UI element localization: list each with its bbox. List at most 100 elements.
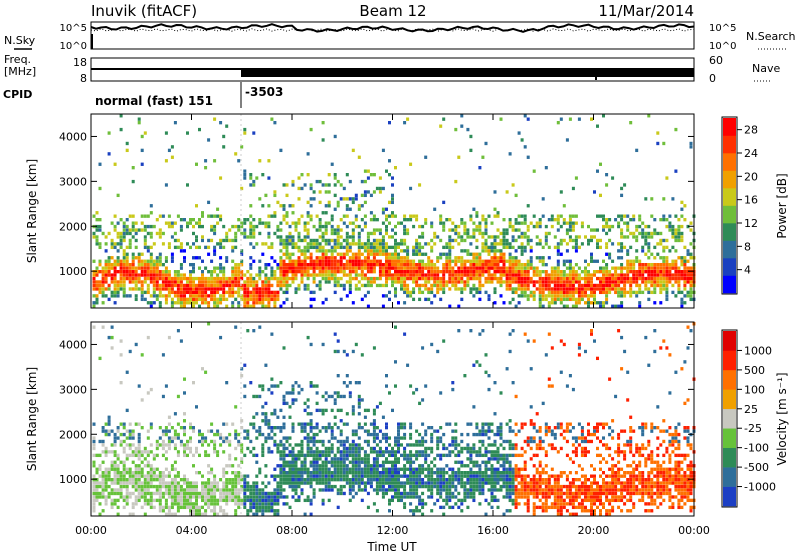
velocity-cell bbox=[354, 342, 358, 347]
velocity-cell bbox=[149, 498, 153, 503]
power-cell bbox=[508, 270, 512, 274]
power-cell bbox=[493, 287, 497, 291]
velocity-cell bbox=[183, 488, 186, 492]
power-cell bbox=[146, 231, 150, 236]
power-cell bbox=[454, 273, 458, 277]
power-cell bbox=[550, 287, 554, 291]
power-cell bbox=[345, 259, 349, 263]
power-cell bbox=[270, 245, 274, 250]
power-cell bbox=[113, 287, 117, 291]
power-cell bbox=[593, 273, 596, 277]
velocity-cell bbox=[288, 474, 292, 478]
power-cell bbox=[339, 270, 343, 274]
power-cell bbox=[240, 294, 244, 298]
velocity-cell bbox=[131, 450, 135, 454]
velocity-cell bbox=[125, 495, 129, 499]
power-cell bbox=[632, 266, 636, 270]
power-cell bbox=[436, 276, 440, 281]
power-cell bbox=[427, 290, 431, 295]
velocity-cell bbox=[131, 460, 135, 464]
power-cell bbox=[565, 280, 569, 284]
velocity-cell bbox=[282, 422, 286, 426]
power-cell bbox=[116, 283, 120, 288]
power-cell bbox=[306, 228, 310, 232]
power-cell bbox=[680, 273, 684, 277]
power-cell bbox=[225, 283, 229, 288]
velocity-cell bbox=[427, 474, 431, 478]
velocity-cell bbox=[167, 484, 171, 489]
velocity-cell bbox=[363, 460, 367, 464]
velocity-cell bbox=[237, 488, 241, 492]
power-cell bbox=[149, 259, 153, 263]
power-cell bbox=[327, 242, 331, 246]
power-cell bbox=[146, 266, 150, 270]
velocity-cell bbox=[192, 512, 195, 516]
power-cell bbox=[243, 283, 247, 288]
power-cell bbox=[189, 221, 192, 225]
power-cell bbox=[107, 266, 111, 270]
power-cell bbox=[225, 235, 229, 239]
velocity-cell bbox=[391, 474, 394, 478]
power-cell bbox=[514, 193, 518, 198]
velocity-cell bbox=[357, 481, 361, 485]
power-cell bbox=[270, 214, 274, 218]
velocity-cell bbox=[270, 384, 274, 388]
power-cell bbox=[303, 221, 307, 225]
power-cell bbox=[590, 294, 593, 298]
power-cell bbox=[599, 162, 602, 166]
power-cell bbox=[541, 263, 545, 267]
power-cell bbox=[264, 294, 268, 298]
velocity-cell bbox=[288, 460, 292, 464]
velocity-cell bbox=[282, 481, 286, 485]
power-cell bbox=[577, 273, 581, 277]
velocity-cell bbox=[421, 481, 425, 485]
power-cell bbox=[264, 193, 268, 198]
power-cell bbox=[219, 176, 223, 180]
velocity-cell bbox=[228, 464, 232, 468]
velocity-cell bbox=[170, 498, 174, 503]
power-cell bbox=[176, 294, 180, 298]
power-cell bbox=[179, 276, 183, 281]
velocity-cell bbox=[378, 488, 382, 492]
power-cell bbox=[98, 280, 102, 284]
velocity-cell bbox=[249, 498, 253, 503]
power-cell bbox=[677, 270, 681, 274]
power-cell bbox=[409, 214, 413, 218]
nave-band bbox=[241, 69, 694, 77]
power-cell bbox=[623, 283, 627, 288]
velocity-cell bbox=[309, 439, 313, 444]
power-cell bbox=[466, 235, 470, 239]
power-cell bbox=[388, 297, 391, 302]
velocity-cell bbox=[231, 495, 235, 499]
velocity-cell bbox=[282, 460, 286, 464]
velocity-cell bbox=[128, 495, 132, 499]
power-cell bbox=[602, 280, 605, 284]
power-cell bbox=[475, 287, 479, 291]
power-cell bbox=[210, 283, 214, 288]
power-cell bbox=[418, 287, 422, 291]
velocity-cell bbox=[243, 502, 247, 506]
velocity-cell bbox=[201, 491, 204, 496]
velocity-cell bbox=[222, 484, 226, 489]
velocity-cell bbox=[146, 481, 150, 485]
power-cell bbox=[577, 290, 581, 295]
power-cell bbox=[445, 245, 449, 250]
velocity-cell bbox=[207, 443, 211, 447]
power-cell bbox=[104, 273, 108, 277]
velocity-cell bbox=[427, 464, 431, 468]
power-cell bbox=[264, 263, 268, 267]
power-cell bbox=[412, 280, 416, 284]
power-cell bbox=[502, 231, 506, 236]
power-cell bbox=[593, 301, 596, 305]
power-cell bbox=[502, 252, 506, 256]
velocity-cell bbox=[400, 474, 403, 478]
power-cell bbox=[400, 276, 403, 281]
power-cell bbox=[318, 283, 322, 288]
power-cell bbox=[605, 276, 609, 281]
power-cell bbox=[231, 266, 235, 270]
power-cell bbox=[249, 176, 253, 180]
velocity-cell bbox=[237, 481, 241, 485]
velocity-cell bbox=[391, 478, 394, 482]
velocity-cell bbox=[252, 394, 256, 399]
power-cell bbox=[324, 263, 328, 267]
